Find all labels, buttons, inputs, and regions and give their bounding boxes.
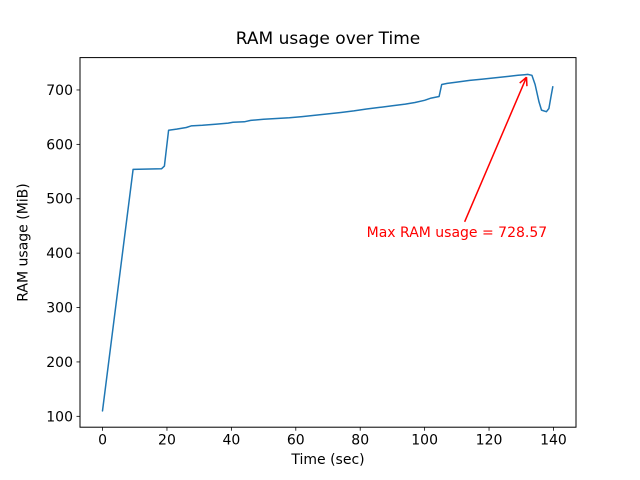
- x-tick-label: 100: [411, 433, 438, 449]
- y-tick-label: 600: [46, 137, 73, 153]
- y-tick-label: 100: [46, 409, 73, 425]
- ram-usage-line: [101, 73, 554, 412]
- x-tick-label: 60: [287, 433, 305, 449]
- y-tick-label: 500: [46, 192, 73, 208]
- axes-frame: [79, 57, 577, 428]
- max-annotation-arrowhead: [519, 76, 528, 84]
- x-tick-label: 80: [351, 433, 369, 449]
- y-tick-label: 400: [46, 246, 73, 262]
- x-tick-label: 20: [158, 433, 176, 449]
- y-axis-label: RAM usage (MiB): [15, 183, 32, 302]
- y-tick-label: 700: [46, 83, 73, 99]
- x-tick-label: 120: [476, 433, 503, 449]
- chart-title: RAM usage over Time: [235, 29, 421, 49]
- x-tick-label: 40: [222, 433, 240, 449]
- max-annotation-label: Max RAM usage = 728.57: [367, 225, 548, 241]
- x-tick-label: 0: [98, 433, 107, 449]
- y-tick-label: 200: [46, 355, 73, 371]
- y-tick-label: 300: [46, 301, 73, 317]
- x-axis-label: Time (sec): [291, 452, 365, 468]
- x-tick-label: 140: [540, 433, 567, 449]
- max-annotation-arrow: [463, 76, 528, 223]
